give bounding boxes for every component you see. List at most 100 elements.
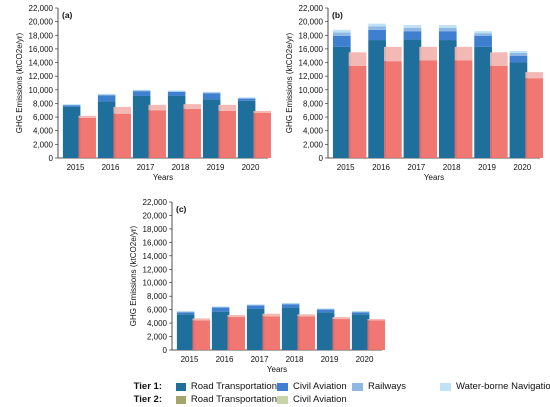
- x-tick-label: 2018: [286, 355, 304, 364]
- x-axis-label: Years: [267, 365, 287, 374]
- x-tick-label: 2019: [321, 355, 339, 364]
- y-axis-label: GHG Emissions (ktCO2e/yr): [15, 32, 24, 133]
- x-tick-label: 2015: [337, 163, 355, 172]
- bar-tier1-railways-2020: [351, 311, 370, 313]
- bar-tier1-railways-2016: [97, 94, 116, 96]
- y-tick-label: 20,000: [299, 18, 324, 27]
- bar-tier1-road-2018: [281, 307, 300, 350]
- bar-tier1-railways-2019: [202, 92, 221, 94]
- y-tick-label: 4,000: [147, 319, 168, 328]
- y-tick-label: 0: [49, 154, 54, 163]
- y-tick-label: 2,000: [33, 140, 54, 149]
- bar-tier1-railways-2015: [176, 311, 195, 313]
- bar-tier1-railways-2015: [332, 32, 351, 36]
- bar-tier1-waterborne-2016: [97, 93, 116, 95]
- bar-tier1-aviation-2017: [403, 31, 422, 40]
- y-tick-label: 8,000: [303, 99, 324, 108]
- bar-tier1-railways-2020: [509, 53, 528, 56]
- panel-label: (a): [62, 10, 73, 20]
- bar-tier1-aviation-2019: [316, 309, 335, 313]
- bar-tier1-aviation-2020: [237, 98, 256, 101]
- y-tick-label: 4,000: [33, 127, 54, 136]
- x-tick-label: 2017: [137, 163, 155, 172]
- x-axis-label: Years: [153, 173, 173, 182]
- y-tick-label: 6,000: [147, 306, 168, 315]
- bar-tier1-waterborne-2016: [368, 23, 386, 27]
- bar-tier1-waterborne-2018: [281, 302, 300, 304]
- panel-c: 0 2,000 4,000 6,000 8,000 10,000 12,000 14,000 1…: [129, 198, 385, 374]
- bar-tier1-road-2017: [403, 39, 422, 159]
- bar-tier2-aviation-2016: [113, 106, 131, 114]
- y-tick-label: 22,000: [143, 198, 168, 207]
- y-tick-label: 14,000: [143, 252, 168, 261]
- bar-tier2-aviation-2018: [297, 314, 315, 317]
- bar-tier2-aviation-2019: [218, 104, 236, 111]
- x-tick-label: 2019: [207, 163, 225, 172]
- bar-tier1-road-2015: [332, 46, 351, 159]
- y-tick-label: 12,000: [299, 72, 324, 81]
- bar-tier1-railways-2016: [368, 26, 386, 30]
- y-tick-label: 8,000: [33, 99, 54, 108]
- x-axis-label: Years: [424, 173, 444, 182]
- bar-tier1-road-2018: [167, 95, 186, 158]
- x-tick-label: 2019: [478, 163, 496, 172]
- bar-tier2-road-2018: [183, 108, 201, 158]
- bar-tier1-road-2019: [474, 46, 492, 159]
- bar-tier2-road-2018: [454, 60, 473, 158]
- bar-tier1-aviation-2016: [211, 307, 230, 312]
- y-tick-label: 10,000: [29, 86, 54, 95]
- y-tick-label: 10,000: [299, 86, 324, 95]
- x-tick-label: 2020: [513, 163, 531, 172]
- bar-tier1-aviation-2019: [474, 35, 492, 47]
- bar-tier1-waterborne-2019: [474, 31, 492, 34]
- panel-a: 0 2,000 4,000 6,000 8,000 10,000 12,000 14,000 1…: [15, 4, 271, 182]
- bar-tier1-aviation-2018: [438, 31, 457, 41]
- bar-tier1-waterborne-2018: [167, 90, 186, 92]
- bar-tier2-aviation-2015: [78, 115, 96, 118]
- bar-tier1-road-2016: [211, 311, 230, 350]
- x-tick-label: 2017: [251, 355, 269, 364]
- bar-tier1-road-2017: [246, 308, 265, 350]
- bar-tier1-road-2020: [509, 62, 528, 158]
- bar-tier2-road-2019: [218, 110, 236, 158]
- bar-tier2-aviation-2020: [367, 319, 385, 321]
- bar-tier2-aviation-2019: [332, 317, 350, 320]
- bar-tier1-railways-2019: [316, 308, 335, 310]
- bar-tier2-aviation-2017: [148, 104, 166, 111]
- y-tick-label: 14,000: [29, 59, 54, 68]
- bar-tier1-aviation-2017: [246, 305, 265, 309]
- y-tick-label: 12,000: [29, 72, 54, 81]
- bar-tier1-road-2019: [202, 99, 221, 158]
- y-tick-label: 6,000: [33, 113, 54, 122]
- y-tick-label: 18,000: [299, 31, 324, 40]
- bar-tier2-road-2020: [367, 320, 385, 350]
- bar-tier1-railways-2017: [132, 90, 151, 92]
- bar-tier1-railways-2019: [474, 33, 492, 36]
- x-tick-label: 2018: [443, 163, 461, 172]
- bar-tier1-waterborne-2020: [509, 50, 528, 53]
- x-tick-label: 2020: [356, 355, 374, 364]
- bar-tier2-aviation-2020: [525, 72, 544, 79]
- bar-tier1-waterborne-2016: [211, 306, 230, 307]
- bar-tier1-aviation-2020: [509, 55, 528, 63]
- bar-tier1-road-2015: [62, 106, 81, 158]
- bar-tier1-aviation-2020: [351, 312, 370, 315]
- bar-tier1-road-2018: [438, 40, 457, 158]
- bar-tier2-road-2020: [525, 78, 544, 158]
- bar-tier1-aviation-2018: [167, 91, 186, 96]
- bar-tier1-waterborne-2015: [176, 310, 195, 312]
- bar-tier1-railways-2018: [167, 91, 186, 92]
- bar-tier1-railways-2017: [403, 27, 422, 32]
- bar-tier1-railways-2017: [246, 304, 265, 306]
- y-tick-label: 6,000: [303, 113, 324, 122]
- bar-tier1-railways-2018: [281, 303, 300, 305]
- bar-tier1-aviation-2019: [202, 93, 221, 100]
- y-tick-label: 20,000: [29, 18, 54, 27]
- bar-tier1-waterborne-2020: [351, 310, 370, 312]
- y-tick-label: 22,000: [29, 4, 54, 13]
- y-tick-label: 18,000: [29, 31, 54, 40]
- bar-tier1-road-2016: [368, 40, 386, 158]
- bar-tier1-road-2020: [237, 100, 256, 158]
- bar-tier2-road-2017: [148, 110, 166, 158]
